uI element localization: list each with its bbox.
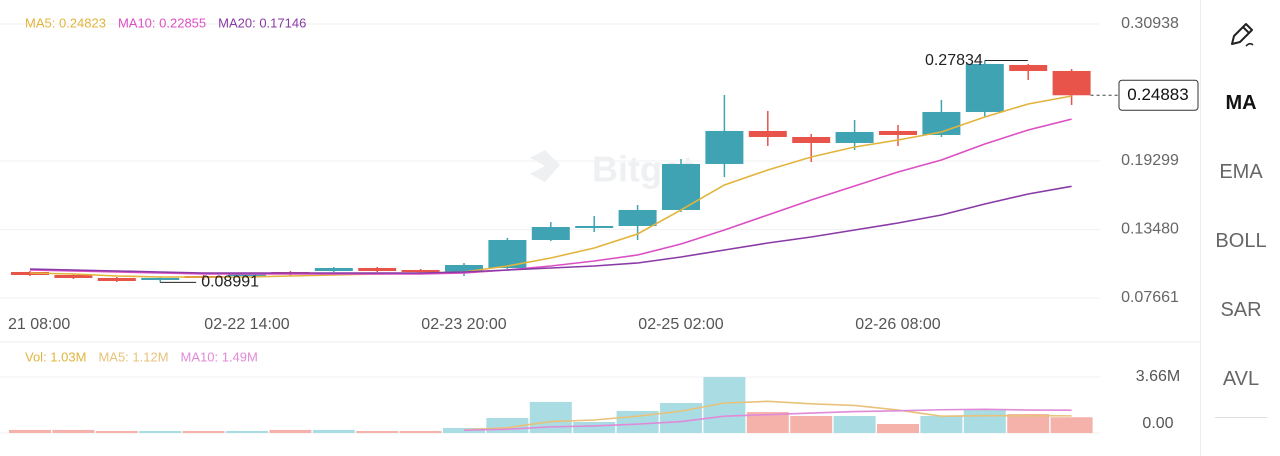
max-label: 0.27834 [925,52,983,69]
y-tick-label: 0.30938 [1121,15,1179,32]
candle-body [1009,64,1048,71]
legend-item: MA10: 1.49M [181,349,258,364]
candle-body [835,131,874,143]
last-price-box [1118,79,1199,111]
candle-body [314,267,353,271]
candle-body [705,130,744,164]
volume-bar [356,431,399,433]
indicator-button[interactable]: EMA [1219,161,1263,183]
volume-bar [226,431,268,433]
indicator-button[interactable]: AVL [1222,368,1260,390]
candle-body [965,63,1004,112]
last-price-label: 0.24883 [1127,85,1188,104]
indicator-button[interactable]: SAR [1220,299,1262,321]
candle-body [358,267,397,271]
volume-bar [269,429,312,433]
candle-body [54,274,93,279]
y-tick-label: 0.00 [1142,415,1173,432]
volume-bar [1050,417,1093,433]
x-tick-label: 21 08:00 [8,316,70,333]
volume-bar [877,423,919,433]
volume-bar [963,410,1006,433]
candle-body [618,209,657,226]
volume-bar [312,429,355,433]
candle-body [748,130,787,137]
volume-bar [573,421,616,433]
indicator-button[interactable]: BOLL [1215,230,1267,252]
candle-body [97,278,136,282]
candle-body [531,226,570,240]
candle-body [879,130,917,135]
candle-body [792,136,831,143]
legend-item: MA20: 0.17146 [218,15,306,30]
candle-body [228,273,266,276]
volume-bar [833,416,876,433]
y-tick-label: 0.13480 [1121,221,1179,238]
ma-line [463,400,1072,431]
ma-line [29,95,1072,278]
volume-bar [139,431,182,433]
divider [1215,417,1267,418]
legend-item: MA10: 0.22855 [118,15,206,30]
candle-body [141,278,180,281]
min-label: 0.08991 [201,274,259,291]
volume-bar [95,431,138,433]
candle-body [575,225,614,228]
volume-bar [52,429,95,433]
volume-bar [443,427,485,433]
candle-body [445,264,483,272]
x-tick-label: 02-23 20:00 [421,316,507,333]
legend-item: MA5: 1.12M [98,349,168,364]
x-tick-label: 02-25 02:00 [638,316,724,333]
ma-line [29,185,1072,274]
legend-item: MA5: 0.24823 [25,15,106,30]
ma-line [29,118,1072,275]
volume-bar [660,403,702,433]
candle-body [1052,70,1091,96]
sidebar: MA EMA BOLL SAR AVL [1200,0,1280,456]
indicator-button[interactable]: MA [1225,92,1257,114]
ma-line [463,408,1072,432]
volume-bar [9,429,51,433]
volume-bar [399,431,442,433]
volume-bar [790,416,833,433]
volume-bar [1007,414,1050,433]
x-tick-label: 02-22 14:00 [204,316,290,333]
y-tick-label: 3.66M [1136,368,1180,385]
legend-item: Vol: 1.03M [25,349,86,364]
volume-bar [920,416,963,433]
watermark-logo [530,150,560,182]
volume-bar [182,431,225,433]
x-tick-label: 02-26 08:00 [855,316,941,333]
draw-tool-icon[interactable] [1226,20,1256,50]
y-tick-label: 0.07661 [1121,289,1179,306]
y-tick-label: 0.19299 [1121,152,1179,169]
candle-body [401,269,440,272]
volume-bar [746,412,789,433]
